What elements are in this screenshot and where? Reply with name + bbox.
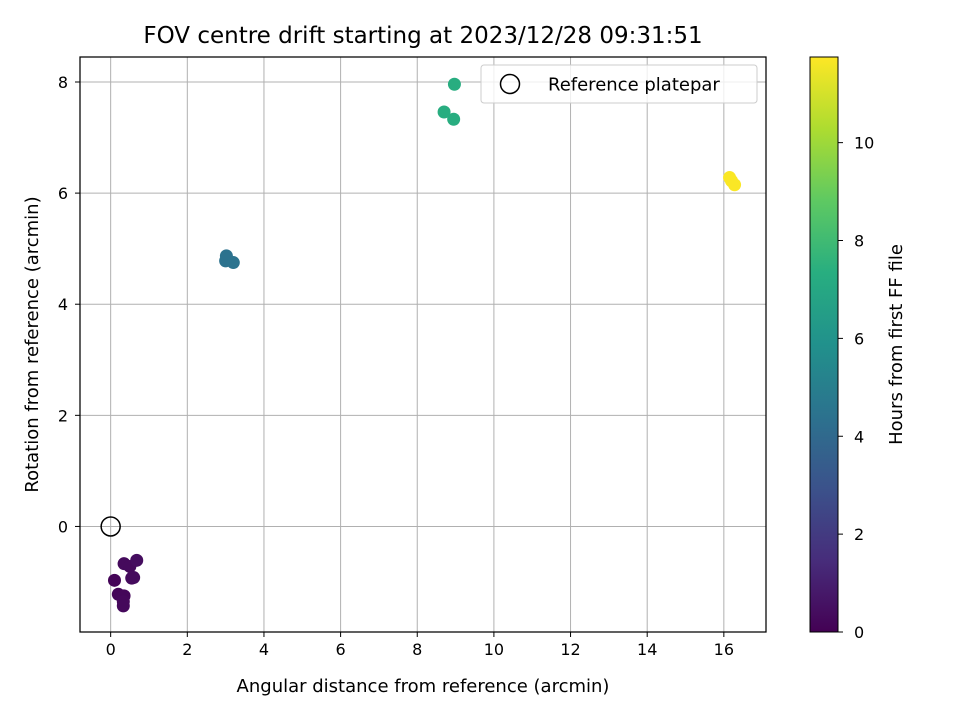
y-tick-label: 8	[58, 73, 68, 92]
data-point	[437, 105, 451, 119]
data-point	[728, 178, 742, 192]
reference-platepar-marker	[100, 516, 121, 537]
data-point	[116, 599, 130, 613]
data-point	[107, 573, 121, 587]
data-point	[447, 77, 461, 91]
colorbar-gradient	[809, 56, 839, 633]
colorbar-tick-label: 0	[854, 623, 864, 642]
colorbar-label: Hours from first FF file	[886, 244, 907, 445]
colorbar-tick-label: 6	[854, 329, 864, 348]
colorbar-tick-label: 8	[854, 232, 864, 251]
x-tick-label: 2	[182, 640, 192, 659]
data-point	[130, 553, 144, 567]
x-tick-label: 16	[714, 640, 734, 659]
data-point	[226, 256, 240, 270]
y-tick-label: 6	[58, 184, 68, 203]
y-tick-label: 0	[58, 517, 68, 536]
y-tick-label: 4	[58, 295, 68, 314]
x-tick-label: 12	[560, 640, 580, 659]
axis-ticks: 0 2 4 6 8 10 12 14 16 0 2 4 6 8	[58, 73, 734, 659]
colorbar-tick-label: 2	[854, 525, 864, 544]
y-tick-label: 2	[58, 406, 68, 425]
x-tick-label: 14	[637, 640, 657, 659]
legend: Reference platepar	[480, 64, 758, 104]
chart-title: FOV centre drift starting at 2023/12/28 …	[143, 23, 702, 49]
data-point	[447, 112, 461, 126]
colorbar: 0 2 4 6 8 10 Hours from first FF file	[809, 56, 907, 642]
x-tick-label: 0	[106, 640, 116, 659]
data-point	[127, 571, 141, 585]
data-points	[100, 77, 742, 613]
x-axis-label: Angular distance from reference (arcmin)	[237, 676, 610, 697]
x-tick-label: 8	[412, 640, 422, 659]
plot-frame	[79, 56, 767, 633]
colorbar-tick-label: 4	[854, 427, 864, 446]
y-axis-label: Rotation from reference (arcmin)	[22, 196, 43, 492]
x-tick-label: 4	[259, 640, 269, 659]
legend-box	[480, 64, 758, 104]
x-tick-label: 10	[484, 640, 504, 659]
legend-label: Reference platepar	[548, 75, 720, 96]
colorbar-tick-label: 10	[854, 134, 874, 153]
legend-reference-marker	[499, 73, 521, 95]
colorbar-ticks: 0 2 4 6 8 10	[838, 134, 874, 642]
x-tick-label: 6	[336, 640, 346, 659]
grid-lines	[80, 57, 766, 632]
